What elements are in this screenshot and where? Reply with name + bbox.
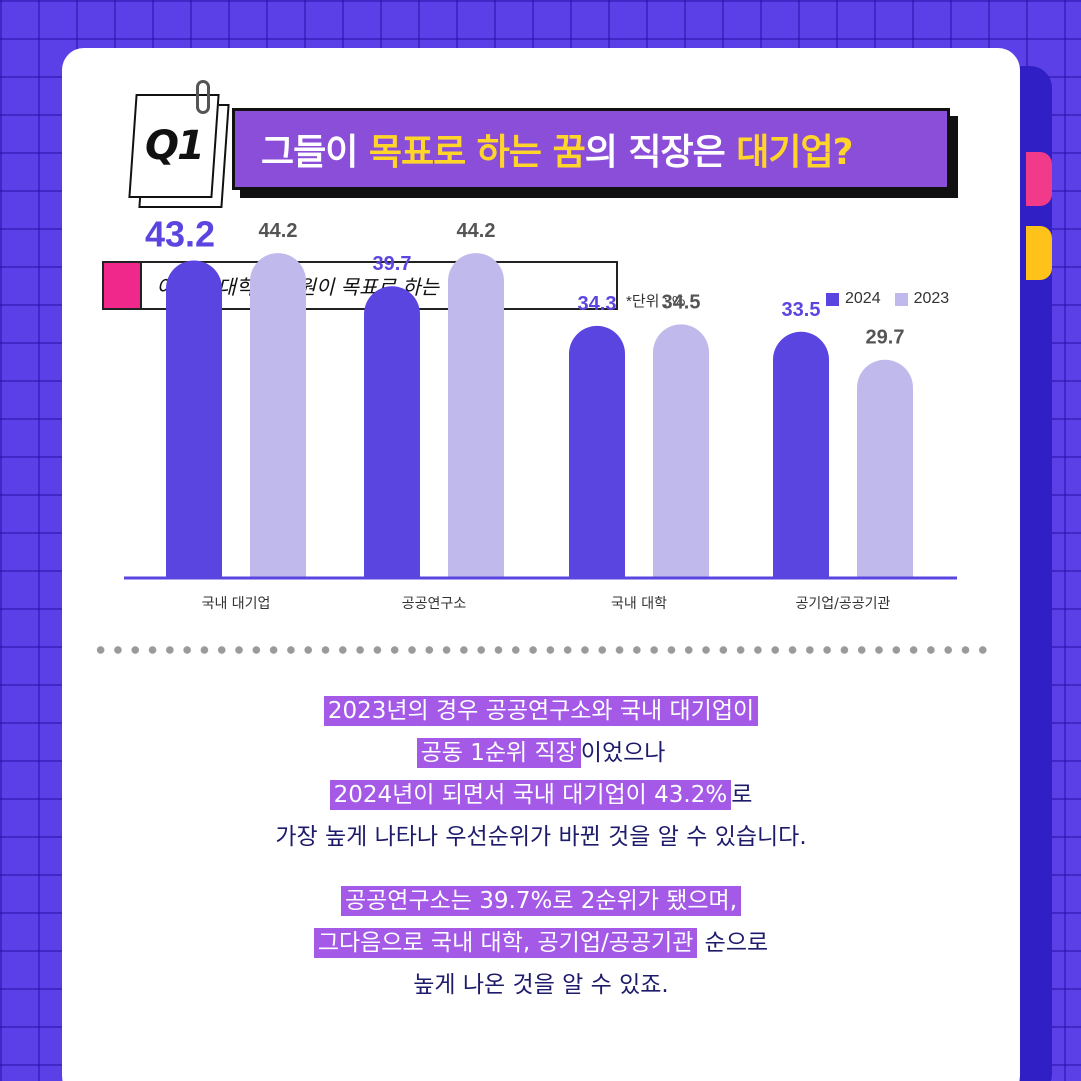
summary-line: 2024년이 되면서 국내 대기업이 43.2% 로 (62, 776, 1020, 814)
title-part-3: 대기업? (736, 132, 853, 173)
highlighted-text: 그다음으로 국내 대학, 공기업/공공기관 (313, 928, 698, 958)
legend-swatch-2023 (894, 292, 908, 306)
legend-swatch-2024 (826, 292, 839, 306)
body-text: 순으로 (697, 930, 769, 956)
chart-legend: 2024 2023 (826, 290, 949, 308)
legend-item-2024: 2024 (826, 290, 881, 308)
legend-item-2023: 2023 (894, 290, 950, 308)
unit-note: *단위 : % (626, 293, 686, 310)
summary-line: 공동 1순위 직장 이었으나 (62, 734, 1020, 772)
title-part-1: 목표로 하는 꿈 (368, 132, 586, 173)
yellow-bookmark-tab (1026, 226, 1052, 280)
highlighted-text: 2023년의 경우 공공연구소와 국내 대기업이 (323, 696, 759, 726)
highlighted-text: 2024년이 되면서 국내 대기업이 43.2% (329, 780, 732, 810)
chart-title: 이공계 대학 연구원이 목표로 하는 직장 (156, 275, 483, 299)
pink-bookmark-tab (1026, 152, 1052, 206)
chart-title-box: 이공계 대학 연구원이 목표로 하는 직장 (102, 261, 618, 310)
highlighted-text: 공공연구소는 39.7%로 2순위가 됐으며, (340, 886, 742, 916)
body-text: 이었으나 (580, 740, 666, 766)
highlighted-text: 공동 1순위 직장 (416, 738, 581, 768)
summary-line: 2023년의 경우 공공연구소와 국내 대기업이 (62, 692, 1020, 730)
question-number: Q1 (145, 123, 203, 169)
summary-line: 가장 높게 나타나 우선순위가 바뀐 것을 알 수 있습니다. (62, 818, 1020, 856)
summary-line: 공공연구소는 39.7%로 2순위가 됐으며, (62, 882, 1020, 920)
body-text: 로 (731, 782, 753, 808)
title-part-0: 그들이 (261, 132, 369, 173)
paperclip-icon (196, 80, 210, 114)
legend-label-2023: 2023 (913, 290, 950, 307)
summary-paragraph-2: 공공연구소는 39.7%로 2순위가 됐으며, 그다음으로 국내 대학, 공기업/… (62, 882, 1020, 1008)
title-part-2: 의 직장은 (584, 132, 737, 173)
summary-line: 높게 나온 것을 알 수 있죠. (62, 966, 1020, 1004)
legend-label-2024: 2024 (845, 290, 881, 307)
dotted-divider (92, 644, 990, 656)
summary-line: 그다음으로 국내 대학, 공기업/공공기관 순으로 (62, 924, 1020, 962)
body-text: 높게 나온 것을 알 수 있죠. (413, 972, 669, 998)
chart-title-marker (104, 263, 142, 308)
body-text: 가장 높게 나타나 우선순위가 바뀐 것을 알 수 있습니다. (275, 824, 807, 850)
